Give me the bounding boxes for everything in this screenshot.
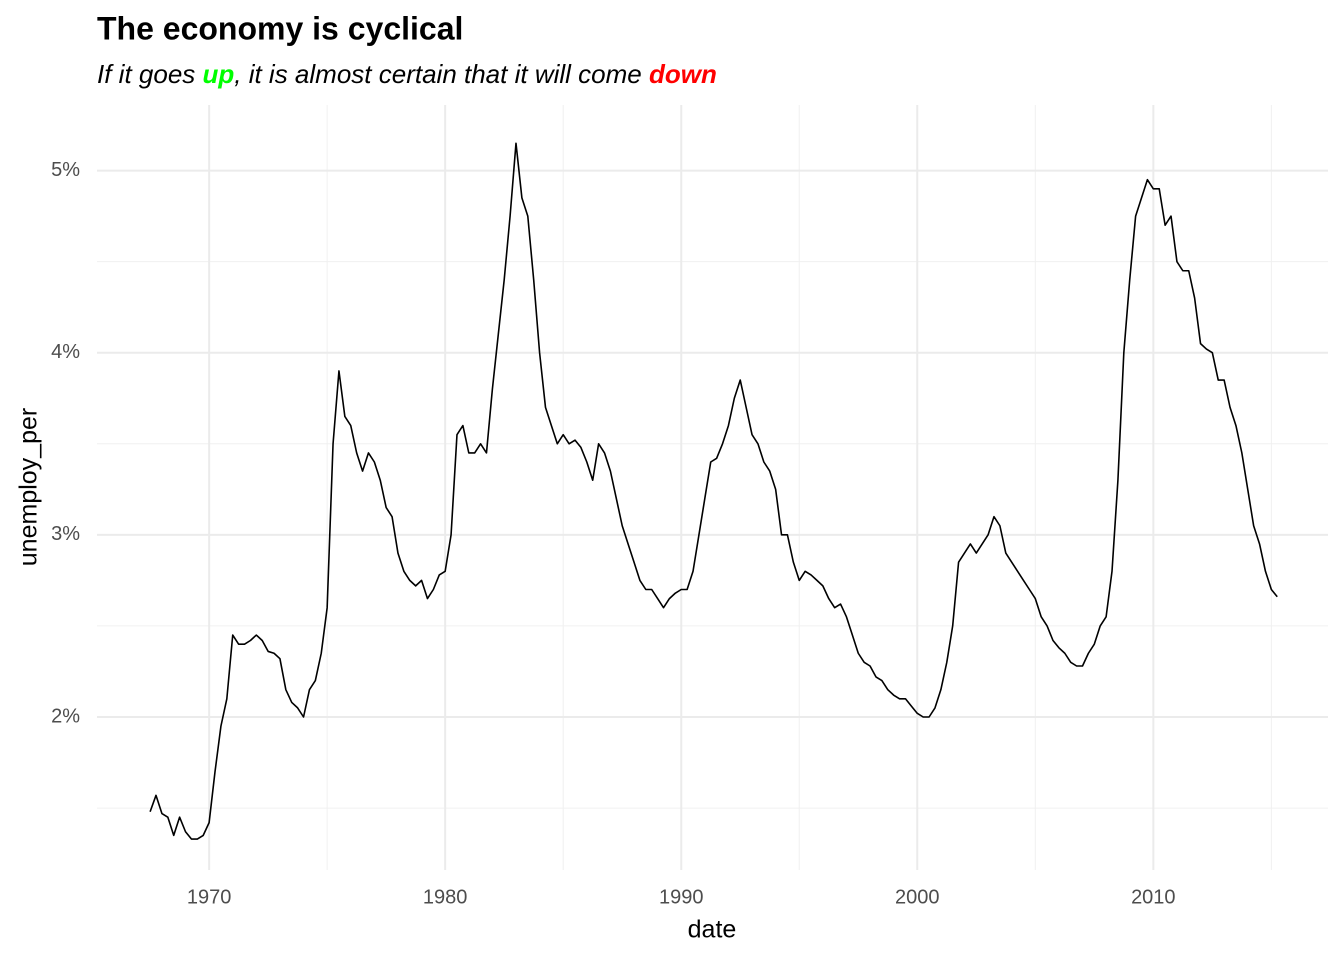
subtitle-part: up — [203, 59, 235, 89]
subtitle-part: If it goes — [97, 59, 203, 89]
x-tick-label: 2000 — [895, 886, 940, 908]
grid — [97, 105, 1328, 870]
x-tick-label: 2010 — [1131, 886, 1176, 908]
x-tick-label: 1980 — [423, 886, 468, 908]
subtitle-part: down — [649, 59, 717, 89]
chart-title: The economy is cyclical — [97, 10, 463, 46]
data-line — [149, 142, 1278, 840]
y-tick-label: 4% — [51, 341, 80, 363]
subtitle-part: , it is almost certain that it will come — [234, 59, 649, 89]
x-tick-label: 1990 — [659, 886, 704, 908]
x-axis-title: date — [688, 916, 737, 944]
x-tick-label: 1970 — [187, 886, 232, 908]
chart-subtitle: If it goes up, it is almost certain that… — [97, 59, 717, 89]
y-axis-title: unemploy_per — [15, 408, 43, 566]
y-tick-label: 5% — [51, 159, 80, 181]
y-tick-label: 3% — [51, 523, 80, 545]
y-tick-label: 2% — [51, 705, 80, 727]
